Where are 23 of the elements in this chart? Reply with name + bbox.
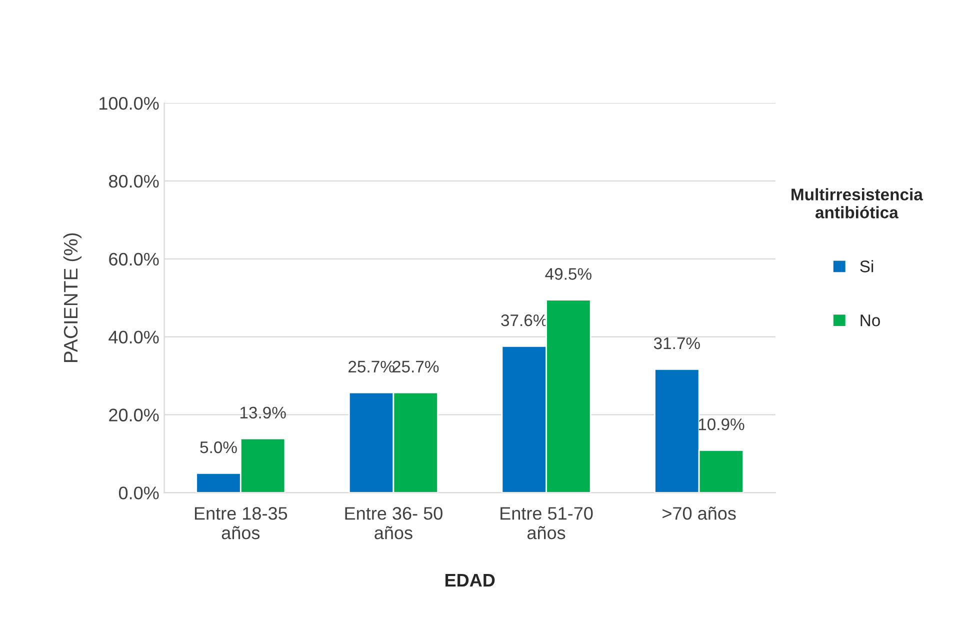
x-axis-title: EDAD: [445, 574, 495, 586]
data-label: 13.9%: [240, 406, 286, 419]
legend-label: No: [860, 314, 880, 326]
x-tick-label: Entre 18-35 años: [194, 507, 288, 540]
legend-title: Multirresistencia antibiótica: [792, 188, 924, 218]
data-label: 37.6%: [501, 314, 548, 326]
legend-label: Si: [860, 260, 874, 272]
x-tick-label: Entre 36- 50 años: [345, 507, 442, 540]
data-label: 25.7%: [392, 360, 439, 373]
y-tick-label: 20.0%: [109, 408, 159, 422]
data-label: 10.9%: [698, 418, 744, 430]
y-tick-label: 40.0%: [108, 330, 159, 344]
y-tick-label: 0.0%: [118, 486, 159, 500]
data-label: 49.5%: [545, 268, 592, 280]
data-label: 31.7%: [654, 337, 700, 350]
x-tick-label: Entre 51-70 años: [500, 507, 593, 540]
y-tick-label: 80.0%: [108, 174, 159, 188]
data-label: 5.0%: [200, 441, 237, 454]
data-label: 25.7%: [348, 360, 394, 373]
x-tick-label: >70 años: [662, 506, 736, 520]
y-tick-label: 60.0%: [109, 252, 159, 266]
y-tick-label: 100.0%: [100, 96, 159, 110]
y-axis-title: PACIENTE (%): [63, 233, 82, 362]
